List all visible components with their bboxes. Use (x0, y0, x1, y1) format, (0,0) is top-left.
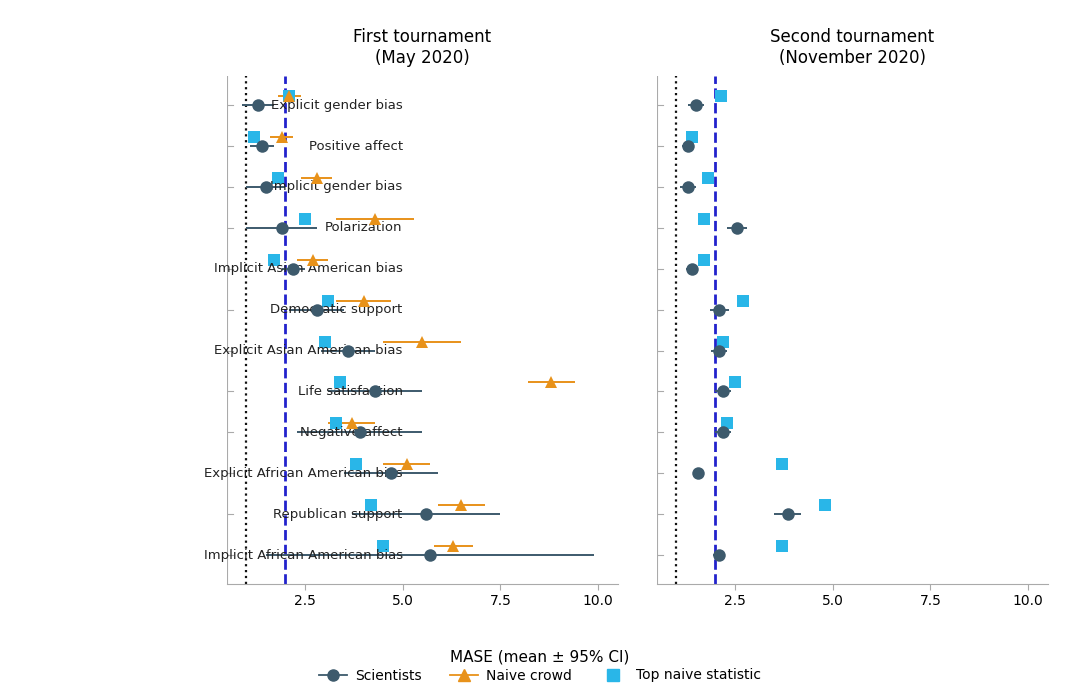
Text: Explicit Asian American bias: Explicit Asian American bias (214, 344, 403, 357)
Text: Implicit gender bias: Implicit gender bias (270, 181, 403, 193)
Text: Explicit gender bias: Explicit gender bias (271, 99, 403, 112)
Text: Life satisfaction: Life satisfaction (298, 385, 403, 398)
Text: Polarization: Polarization (325, 221, 403, 234)
Title: First tournament
(May 2020): First tournament (May 2020) (353, 28, 491, 67)
Text: Implicit African American bias: Implicit African American bias (203, 548, 403, 562)
Text: Negative affect: Negative affect (300, 426, 403, 439)
Text: Explicit African American bias: Explicit African American bias (204, 467, 403, 480)
Text: Democratic support: Democratic support (270, 303, 403, 316)
Text: MASE (mean ± 95% CI): MASE (mean ± 95% CI) (450, 649, 630, 664)
Legend: Scientists, Naive crowd, Top naive statistic: Scientists, Naive crowd, Top naive stati… (314, 663, 766, 688)
Text: Implicit Asian American bias: Implicit Asian American bias (214, 262, 403, 275)
Text: Positive affect: Positive affect (309, 140, 403, 152)
Text: Republican support: Republican support (273, 508, 403, 521)
Title: Second tournament
(November 2020): Second tournament (November 2020) (770, 28, 934, 67)
